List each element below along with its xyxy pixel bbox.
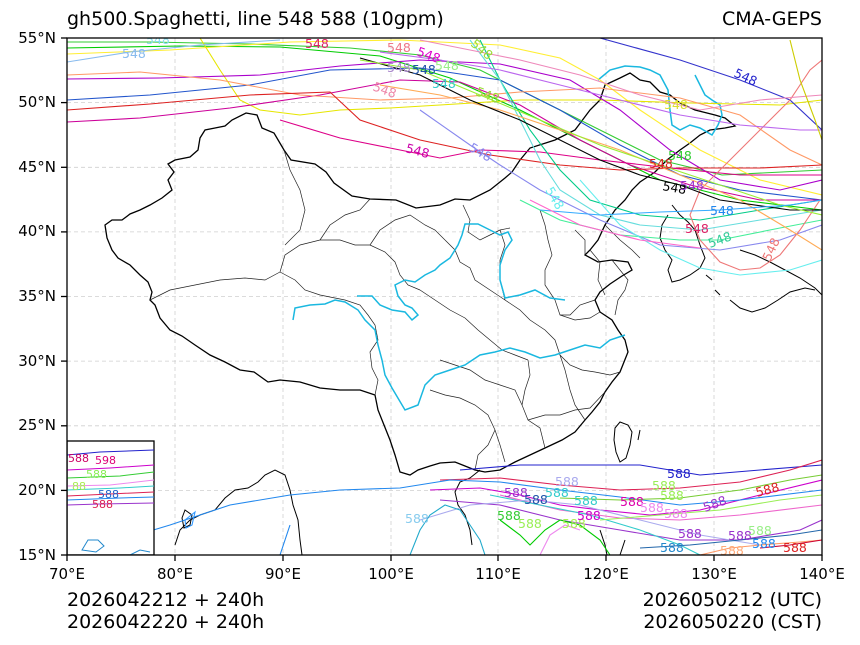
x-tick-90: 90°E: [264, 565, 302, 583]
svg-text:588: 588: [783, 540, 807, 555]
y-tick-20: 20°N: [18, 481, 56, 499]
svg-text:588: 588: [405, 511, 429, 526]
svg-text:588: 588: [620, 494, 644, 509]
init-cst: 2026042220 + 240h: [67, 611, 265, 633]
inset-south-china-sea: 588 598 588 588 588 88: [67, 440, 155, 555]
svg-text:548: 548: [146, 32, 170, 47]
footer-valid-times: 2026050212 (UTC) 2026050220 (CST): [643, 589, 822, 633]
svg-text:588: 588: [664, 506, 688, 521]
svg-text:588: 588: [652, 478, 676, 493]
svg-text:548: 548: [435, 58, 459, 73]
svg-text:588: 588: [68, 452, 89, 465]
svg-text:598: 598: [95, 454, 116, 467]
contours-588: [67, 459, 822, 555]
contours-548: [67, 38, 822, 276]
svg-text:548: 548: [685, 221, 709, 236]
svg-text:588: 588: [640, 500, 664, 515]
svg-text:588: 588: [555, 474, 579, 489]
model-name: CMA-GEPS: [721, 8, 822, 30]
y-tick-30: 30°N: [18, 352, 56, 370]
svg-text:588: 588: [754, 479, 781, 500]
svg-text:588: 588: [701, 493, 729, 515]
tick-marks: [61, 37, 823, 561]
svg-text:548: 548: [122, 46, 146, 61]
svg-text:588: 588: [518, 516, 542, 531]
y-tick-50: 50°N: [18, 93, 56, 111]
svg-text:548: 548: [649, 156, 673, 171]
svg-text:588: 588: [562, 516, 586, 531]
svg-text:588: 588: [92, 498, 113, 511]
y-tick-55: 55°N: [18, 29, 56, 47]
rivers: [292, 65, 723, 411]
svg-text:548: 548: [664, 97, 688, 112]
svg-text:588: 588: [504, 485, 528, 500]
svg-text:548: 548: [661, 178, 687, 197]
svg-text:88: 88: [72, 480, 86, 493]
svg-text:548: 548: [404, 140, 431, 161]
x-tick-110: 110°E: [475, 565, 521, 583]
province-borders: [149, 149, 641, 471]
y-tick-45: 45°N: [18, 158, 56, 176]
svg-text:588: 588: [86, 468, 107, 481]
valid-utc: 2026050212 (UTC): [642, 589, 822, 611]
svg-text:548: 548: [468, 36, 496, 63]
svg-text:548: 548: [680, 178, 704, 193]
svg-text:588: 588: [720, 543, 744, 558]
x-tick-80: 80°E: [156, 565, 194, 583]
svg-text:588: 588: [545, 485, 569, 500]
y-tick-25: 25°N: [18, 416, 56, 434]
x-tick-130: 130°E: [691, 565, 737, 583]
svg-text:548: 548: [706, 229, 734, 251]
gridlines: [67, 38, 822, 555]
x-tick-140: 140°E: [799, 565, 845, 583]
svg-text:548: 548: [710, 203, 734, 218]
valid-cst: 2026050220 (CST): [643, 611, 822, 633]
svg-text:588: 588: [660, 540, 684, 555]
svg-text:548: 548: [732, 65, 760, 89]
svg-text:588: 588: [678, 526, 702, 541]
svg-text:548: 548: [387, 60, 411, 75]
svg-text:588: 588: [748, 523, 772, 538]
svg-text:588: 588: [752, 536, 776, 551]
svg-text:588: 588: [728, 528, 752, 543]
svg-text:548: 548: [412, 62, 436, 77]
x-tick-100: 100°E: [368, 565, 414, 583]
svg-text:548: 548: [759, 235, 783, 263]
svg-text:548: 548: [387, 40, 411, 55]
chart-title: gh500.Spaghetti, line 548 588 (10gpm): [67, 8, 444, 30]
china-border: [104, 72, 737, 476]
svg-text:588: 588: [524, 492, 548, 507]
svg-text:588: 588: [577, 508, 601, 523]
labels-588: 588 588 588 588 588 588 588 588 588 588 …: [405, 466, 807, 558]
svg-text:548: 548: [305, 36, 329, 51]
x-tick-70: 70°E: [48, 565, 86, 583]
y-tick-40: 40°N: [18, 222, 56, 240]
svg-text:548: 548: [432, 76, 456, 91]
svg-text:588: 588: [667, 466, 691, 481]
footer-init-times: 2026042212 + 240h 2026042220 + 240h: [67, 589, 264, 633]
svg-text:548: 548: [467, 140, 495, 165]
plot-frame: [66, 37, 823, 556]
svg-text:588: 588: [660, 488, 684, 503]
init-utc: 2026042212 + 240h: [67, 589, 265, 611]
svg-text:588: 588: [574, 493, 598, 508]
x-tick-120: 120°E: [583, 565, 629, 583]
svg-text:588: 588: [497, 508, 521, 523]
y-tick-35: 35°N: [18, 287, 56, 305]
y-tick-15: 15°N: [18, 546, 56, 564]
svg-text:588: 588: [98, 488, 119, 501]
labels-548: 548 548 548 548 548 548 548 548 548 548 …: [122, 32, 783, 263]
svg-text:548: 548: [371, 79, 399, 101]
svg-text:548: 548: [668, 148, 692, 163]
